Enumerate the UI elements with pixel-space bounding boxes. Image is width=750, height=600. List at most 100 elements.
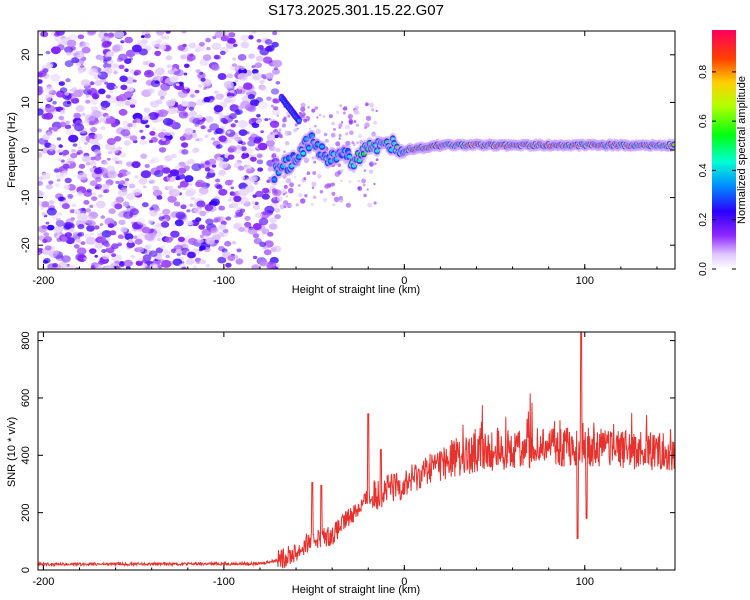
noise-speckle [210, 227, 219, 234]
noise-speckle [256, 153, 263, 159]
noise-speckle [53, 250, 59, 255]
noise-speckle [59, 152, 63, 156]
noise-speckle [107, 32, 115, 38]
transition-speckle [356, 141, 360, 145]
transition-speckle [347, 113, 353, 119]
transition-speckle [287, 114, 291, 118]
noise-speckle [77, 223, 85, 230]
noise-speckle [232, 223, 241, 230]
noise-speckle [272, 59, 283, 68]
noise-speckle [255, 136, 264, 143]
noise-speckle [38, 152, 43, 158]
noise-speckle [46, 224, 55, 231]
noise-speckle [240, 176, 246, 180]
noise-speckle [120, 84, 128, 91]
transition-speckle [373, 120, 377, 125]
transition-speckle [363, 169, 367, 173]
noise-speckle [205, 37, 212, 43]
noise-speckle [141, 226, 151, 234]
transition-speckle [335, 110, 340, 115]
noise-speckle [158, 132, 166, 139]
noise-speckle [56, 178, 61, 182]
noise-speckle [61, 255, 71, 263]
noise-speckle [49, 144, 57, 150]
noise-speckle [204, 134, 209, 138]
noise-speckle [192, 149, 197, 154]
transition-speckle [373, 182, 376, 186]
noise-speckle [188, 42, 197, 49]
noise-speckle [67, 193, 74, 199]
noise-speckle [68, 134, 79, 143]
noise-speckle [211, 42, 222, 50]
transition-speckle [276, 155, 280, 159]
noise-speckle [104, 265, 115, 269]
noise-speckle [251, 264, 260, 269]
transition-speckle [369, 163, 374, 167]
noise-speckle [205, 161, 210, 166]
noise-speckle [100, 215, 106, 219]
transition-speckle [285, 178, 292, 184]
noise-speckle [78, 163, 86, 169]
noise-speckle [48, 180, 54, 185]
noise-speckle [222, 228, 229, 234]
noise-speckle [125, 266, 131, 269]
noise-speckle [228, 145, 237, 153]
noise-speckle [265, 72, 274, 80]
signal-core [361, 152, 367, 156]
noise-speckle [108, 151, 113, 155]
noise-speckle [258, 259, 268, 267]
transition-speckle [353, 109, 360, 115]
noise-speckle [83, 257, 87, 261]
noise-speckle [126, 86, 134, 93]
noise-speckle [161, 259, 172, 268]
noise-speckle [115, 180, 120, 185]
transition-speckle [322, 114, 326, 118]
transition-speckle [338, 137, 341, 140]
noise-speckle [60, 110, 66, 115]
noise-speckle [144, 233, 155, 241]
noise-speckle [227, 255, 236, 262]
noise-speckle [126, 241, 135, 248]
transition-speckle [331, 191, 336, 196]
transition-speckle [314, 124, 317, 128]
noise-speckle [218, 161, 229, 169]
noise-speckle [73, 89, 83, 98]
transition-speckle [276, 114, 280, 118]
noise-speckle [122, 120, 129, 125]
noise-speckle [184, 86, 188, 90]
noise-speckle [143, 107, 151, 113]
noise-speckle [197, 84, 203, 88]
transition-speckle [300, 102, 306, 108]
noise-speckle [226, 130, 231, 134]
noise-speckle [105, 94, 111, 99]
transition-speckle [280, 188, 287, 194]
noise-speckle [199, 259, 207, 265]
noise-speckle [73, 112, 81, 119]
noise-speckle [243, 150, 248, 154]
snr-ylabel: SNR (10 * v/v) [6, 417, 18, 487]
noise-speckle [198, 224, 206, 230]
noise-speckle [119, 180, 126, 186]
noise-speckle [154, 51, 161, 57]
noise-speckle [89, 160, 97, 166]
transition-speckle [364, 126, 367, 130]
noise-speckle [43, 232, 50, 237]
y-tick-label: 20 [20, 49, 32, 61]
noise-speckle [212, 35, 217, 40]
noise-speckle [90, 232, 95, 236]
noise-speckle [101, 249, 107, 253]
noise-speckle [94, 263, 102, 269]
noise-speckle [238, 188, 249, 197]
noise-speckle [251, 31, 257, 34]
transition-speckle [328, 114, 333, 119]
noise-speckle [118, 64, 125, 70]
noise-speckle [235, 144, 242, 150]
noise-speckle [235, 136, 242, 143]
noise-speckle [225, 129, 236, 137]
noise-speckle [211, 64, 220, 71]
transition-speckle [268, 117, 271, 121]
noise-speckle [235, 258, 244, 265]
noise-speckle [241, 155, 247, 160]
noise-speckle [154, 67, 165, 76]
transition-speckle [323, 132, 328, 137]
